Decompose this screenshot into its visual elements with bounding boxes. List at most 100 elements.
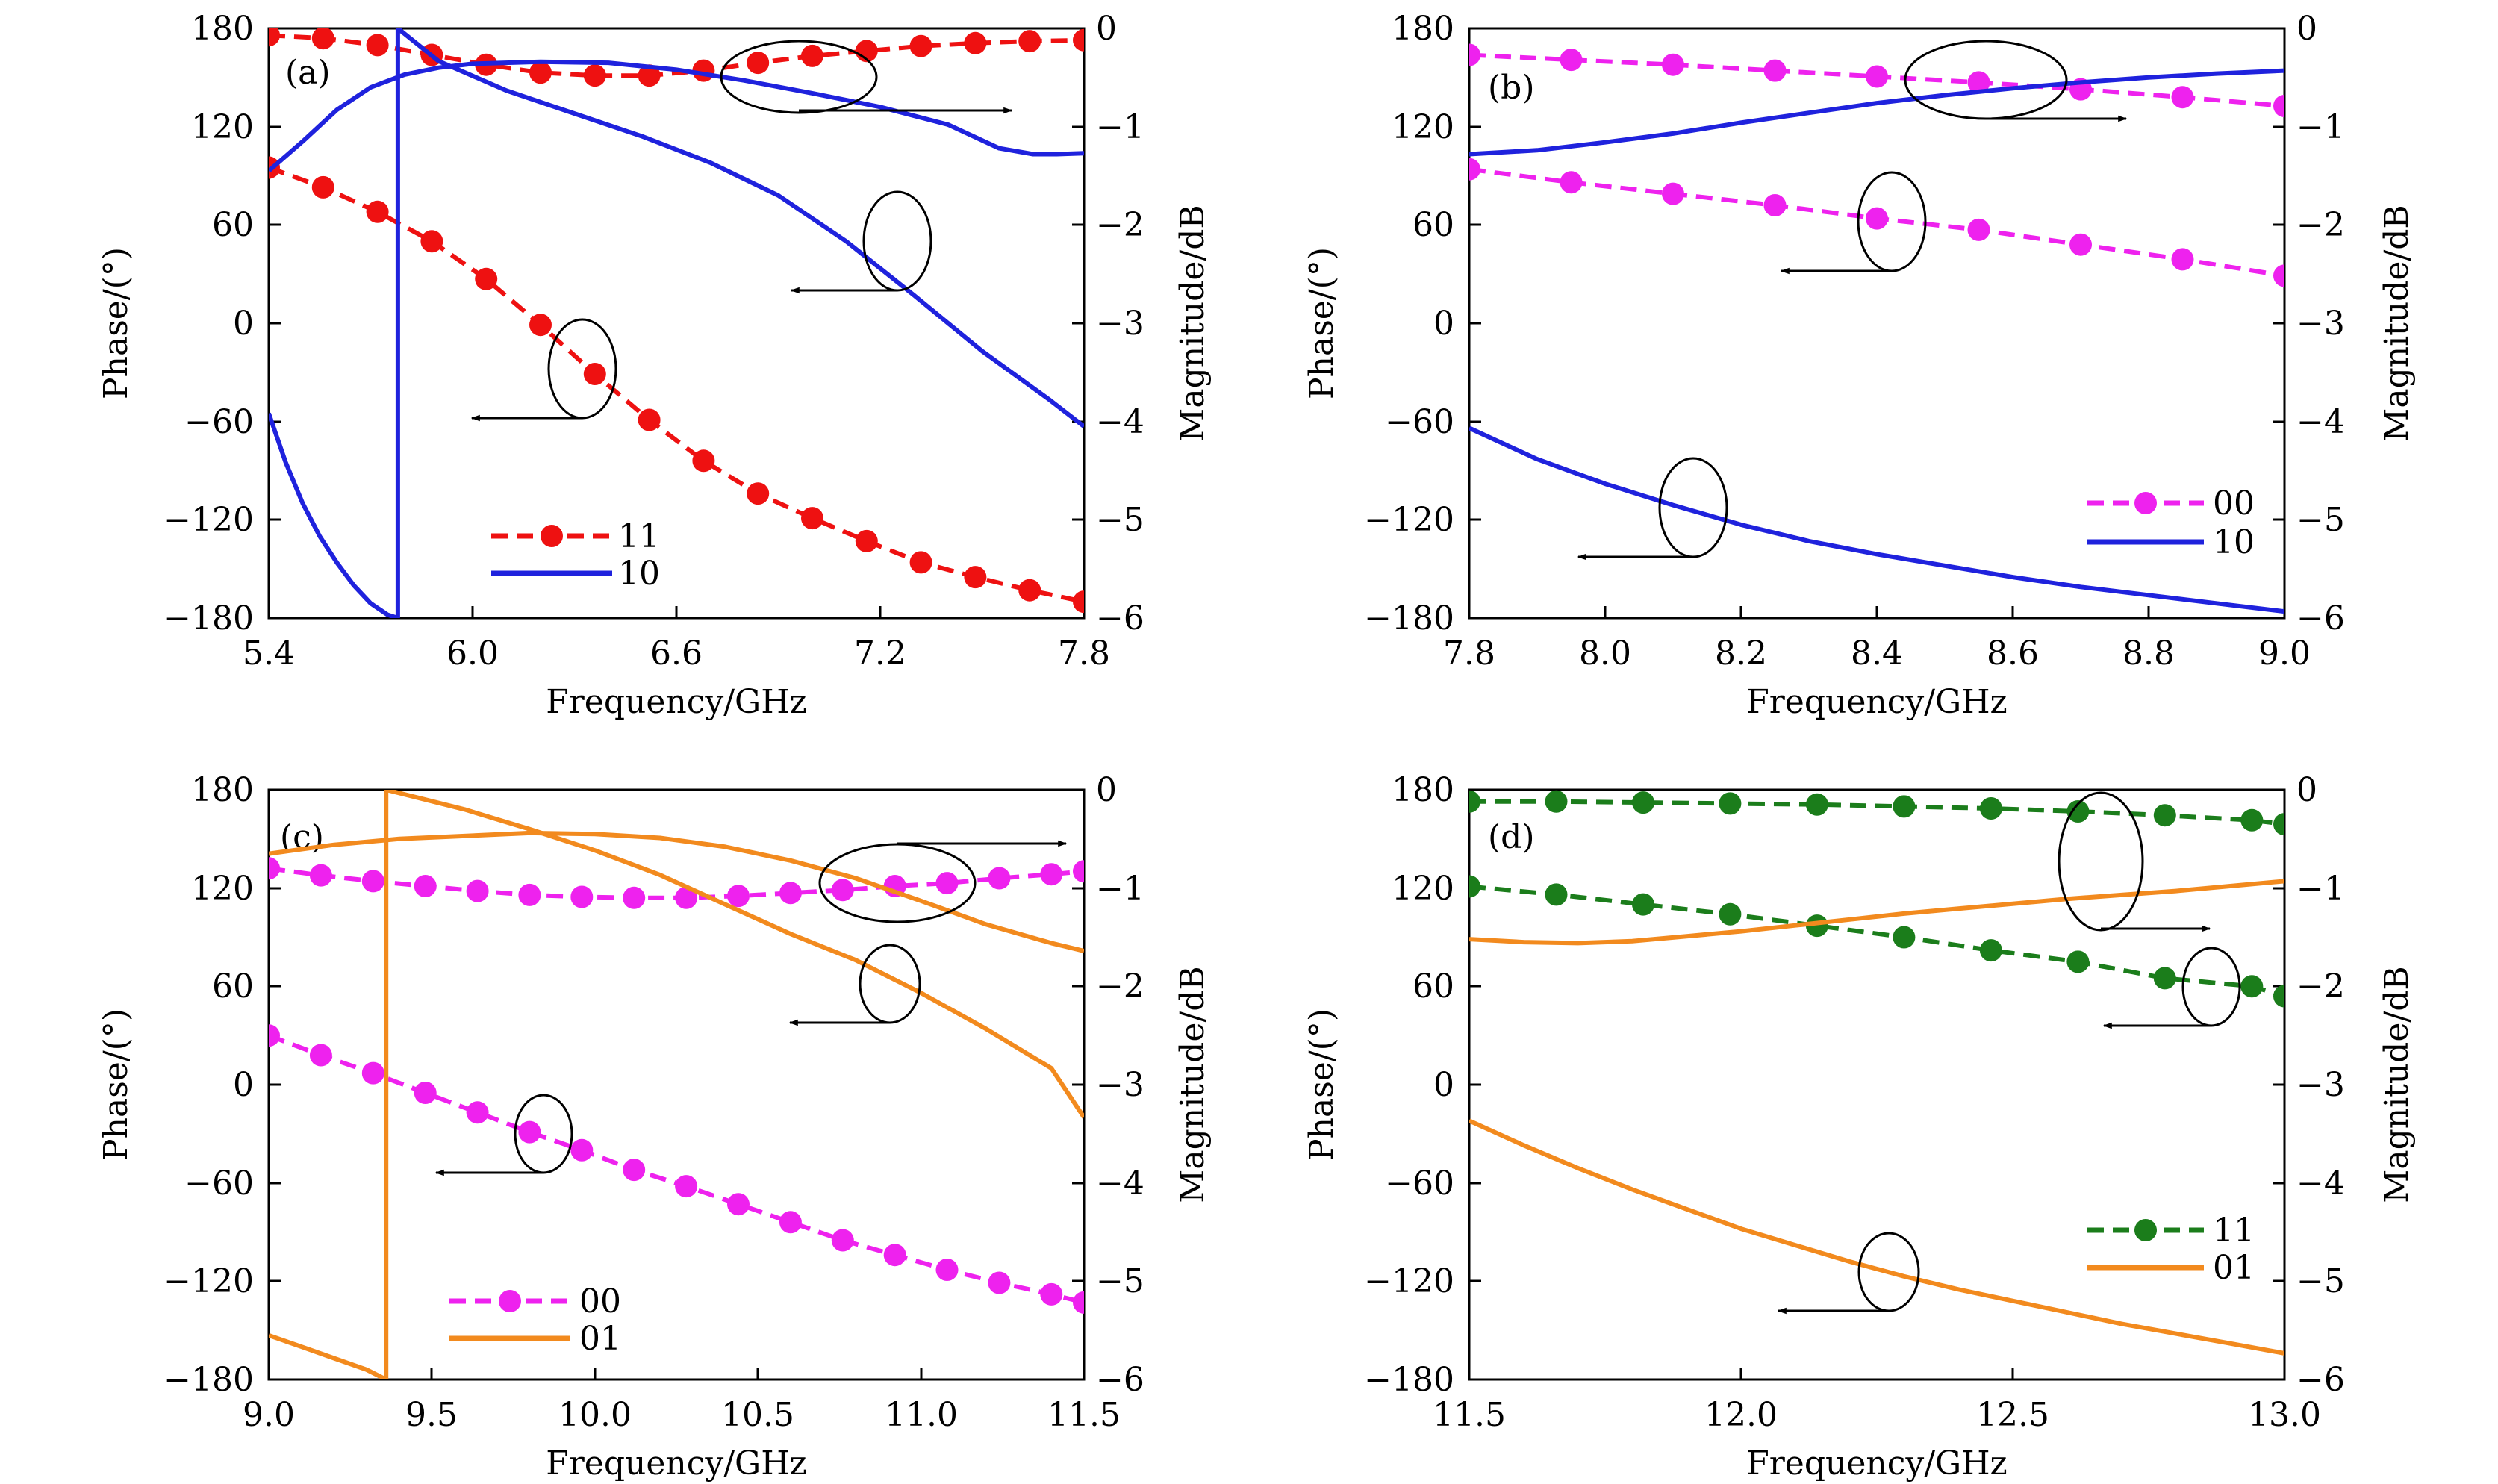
legend-marker	[499, 1290, 521, 1312]
data-point	[1632, 791, 1654, 814]
legend-label: 00	[2213, 484, 2255, 523]
y-tick-label-left: 60	[212, 206, 254, 244]
panel-label: (d)	[1488, 818, 1535, 856]
x-axis-label: Frequency/GHz	[546, 1444, 807, 1483]
y-tick-label-right: −3	[2296, 1066, 2345, 1104]
x-tick-label: 9.5	[405, 1396, 458, 1434]
y-tick-label-left: 120	[1392, 870, 1454, 908]
data-point	[1763, 194, 1787, 216]
data-point	[2273, 985, 2284, 1008]
x-axis-label: Frequency/GHz	[546, 683, 807, 721]
annotation-ellipse	[720, 40, 878, 114]
data-point	[1763, 59, 1787, 82]
y-tick-label-left: 60	[1412, 967, 1454, 1006]
data-point	[855, 529, 878, 552]
x-tick-label: 13.0	[2248, 1396, 2321, 1434]
x-tick-label: 8.8	[2122, 635, 2175, 673]
annotation-ellipse	[547, 318, 617, 420]
legend-label: 11	[2213, 1212, 2255, 1250]
data-point	[1893, 926, 1916, 949]
data-point	[2240, 975, 2264, 998]
data-point	[623, 1159, 646, 1182]
data-point	[1893, 795, 1916, 818]
y-tick-label-left: 180	[191, 771, 254, 809]
y-tick-label-left: 0	[1433, 305, 1454, 343]
data-point	[801, 507, 823, 530]
data-point	[269, 1024, 280, 1047]
data-point	[466, 879, 489, 902]
series-line-10-phase	[1469, 425, 2284, 614]
data-point	[1866, 207, 1888, 230]
data-point	[638, 408, 661, 431]
y-tick-label-right: −3	[1096, 1066, 1144, 1104]
data-point	[1073, 590, 1084, 614]
y-tick-label-right: 0	[2296, 771, 2317, 809]
y-ticks-right: 0 −1 −2 −3 −4 −5 −6	[2296, 771, 2345, 1399]
x-tick-label: 5.4	[243, 635, 295, 673]
data-point	[2273, 264, 2284, 287]
y-tick-label-left: −60	[184, 403, 254, 441]
data-point	[2273, 813, 2284, 836]
series-line-11-phase	[269, 165, 1084, 605]
data-point	[1719, 792, 1742, 815]
series-line-00-phase	[269, 1033, 1084, 1305]
tick-marks	[269, 887, 1084, 1379]
y-axis-label-left: Phase/(°)	[97, 247, 135, 399]
y-tick-label-right: −4	[2296, 403, 2345, 441]
y-tick-label-left: 0	[1433, 1066, 1454, 1104]
data-point	[414, 1082, 437, 1104]
x-axis-label: Frequency/GHz	[1746, 1444, 2008, 1483]
data-point	[1018, 30, 1041, 53]
data-point	[529, 314, 552, 337]
data-point	[2240, 808, 2264, 832]
data-point	[1073, 28, 1084, 52]
y-tick-label-right: 0	[1096, 10, 1117, 48]
data-point	[570, 1138, 594, 1162]
annotation-ellipse	[2058, 791, 2144, 932]
x-tick-label: 8.4	[1851, 635, 1903, 673]
y-tick-label-right: 0	[2296, 10, 2317, 48]
data-point	[583, 64, 606, 87]
y-tick-label-left: 120	[1392, 108, 1454, 146]
legend-marker	[2134, 492, 2157, 514]
legend: 11 01	[2087, 1212, 2255, 1287]
series-line-10-magnitude	[1469, 68, 2284, 157]
legend-label: 01	[579, 1320, 621, 1358]
data-point	[475, 267, 498, 290]
y-ticks-right: 0 −1 −2 −3 −4 −5 −6	[2296, 10, 2345, 637]
x-axis-label: Frequency/GHz	[1746, 683, 2008, 721]
data-point	[1967, 218, 1990, 241]
y-axis-label-right: Magnitude/dB	[1174, 966, 1212, 1203]
y-ticks-left: 180 120 60 0 −60 −120 −180	[1364, 771, 1454, 1399]
panel-c: (c) Frequency/GHz Phase/(°) Magnitude/dB…	[97, 771, 1212, 1483]
y-tick-label-right: −4	[1096, 403, 1144, 441]
y-tick-label-right: −5	[1096, 501, 1144, 539]
y-tick-label-left: −60	[184, 1165, 254, 1203]
y-tick-label-right: −4	[2296, 1165, 2345, 1203]
annotation-ellipse	[859, 944, 921, 1024]
y-ticks-left: 180 120 60 0 −60 −120 −180	[163, 10, 254, 637]
x-tick-label: 7.8	[1443, 635, 1495, 673]
data-point	[269, 156, 280, 179]
tick-marks	[1469, 887, 2284, 1379]
x-tick-label: 12.0	[1704, 1396, 1778, 1434]
series-line-01-magnitude	[1469, 879, 2284, 946]
y-tick-label-right: 0	[1096, 771, 1117, 809]
y-ticks-left: 180 120 60 0 −60 −120 −180	[1364, 10, 1454, 637]
plot-area	[1469, 790, 2284, 1356]
x-ticks: 9.0 9.5 10.0 10.5 11.0 11.5	[243, 1396, 1121, 1434]
panel-label: (b)	[1488, 69, 1535, 107]
y-tick-label-right: −4	[1096, 1165, 1144, 1203]
panel-b: (b) Frequency/GHz Phase/(°) Magnitude/dB…	[1303, 10, 2416, 721]
panel-d: (d) Frequency/GHz Phase/(°) Magnitude/dB…	[1303, 771, 2416, 1483]
series-line-10-phase	[269, 28, 1084, 618]
data-point	[1545, 790, 1568, 813]
data-point	[727, 1193, 750, 1216]
y-tick-label-left: −120	[1364, 501, 1454, 539]
legend-label: 10	[2213, 523, 2255, 561]
y-tick-label-right: −1	[1096, 108, 1144, 146]
y-tick-label-right: −1	[1096, 870, 1144, 908]
series-line-10-magnitude	[269, 59, 1084, 173]
y-tick-label-right: −2	[1096, 967, 1144, 1006]
series-line-01-phase	[1469, 1118, 2284, 1356]
